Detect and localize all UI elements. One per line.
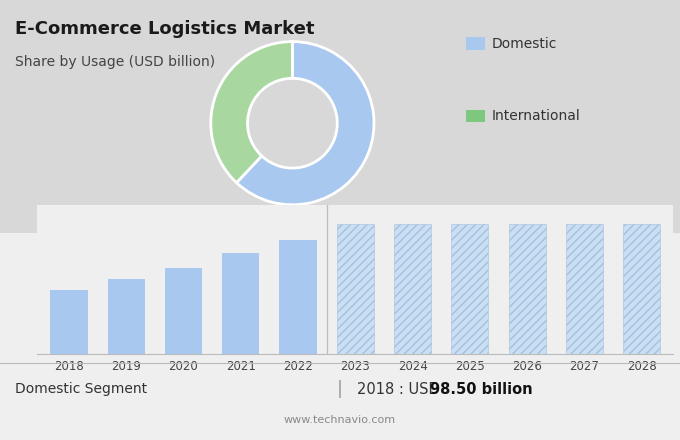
Bar	[509, 224, 546, 354]
Text: 98.50 billion: 98.50 billion	[430, 382, 533, 397]
Text: Domestic Segment: Domestic Segment	[15, 382, 147, 396]
Text: Domestic: Domestic	[492, 37, 557, 51]
Bar	[165, 268, 202, 354]
Text: International: International	[492, 109, 581, 123]
Bar	[337, 224, 374, 354]
Text: E-Commerce Logistics Market: E-Commerce Logistics Market	[15, 20, 314, 38]
Bar	[623, 224, 660, 354]
Bar	[50, 290, 88, 354]
Text: Share by Usage (USD billion): Share by Usage (USD billion)	[15, 55, 215, 69]
Wedge shape	[237, 42, 374, 205]
Text: www.technavio.com: www.technavio.com	[284, 415, 396, 425]
Bar	[566, 224, 603, 354]
Bar	[222, 253, 259, 354]
Text: |: |	[337, 381, 343, 398]
Text: 2018 : USD: 2018 : USD	[357, 382, 444, 397]
Bar	[452, 224, 488, 354]
Bar	[279, 240, 317, 354]
Bar	[107, 279, 145, 354]
Wedge shape	[211, 42, 292, 183]
Bar	[394, 224, 431, 354]
